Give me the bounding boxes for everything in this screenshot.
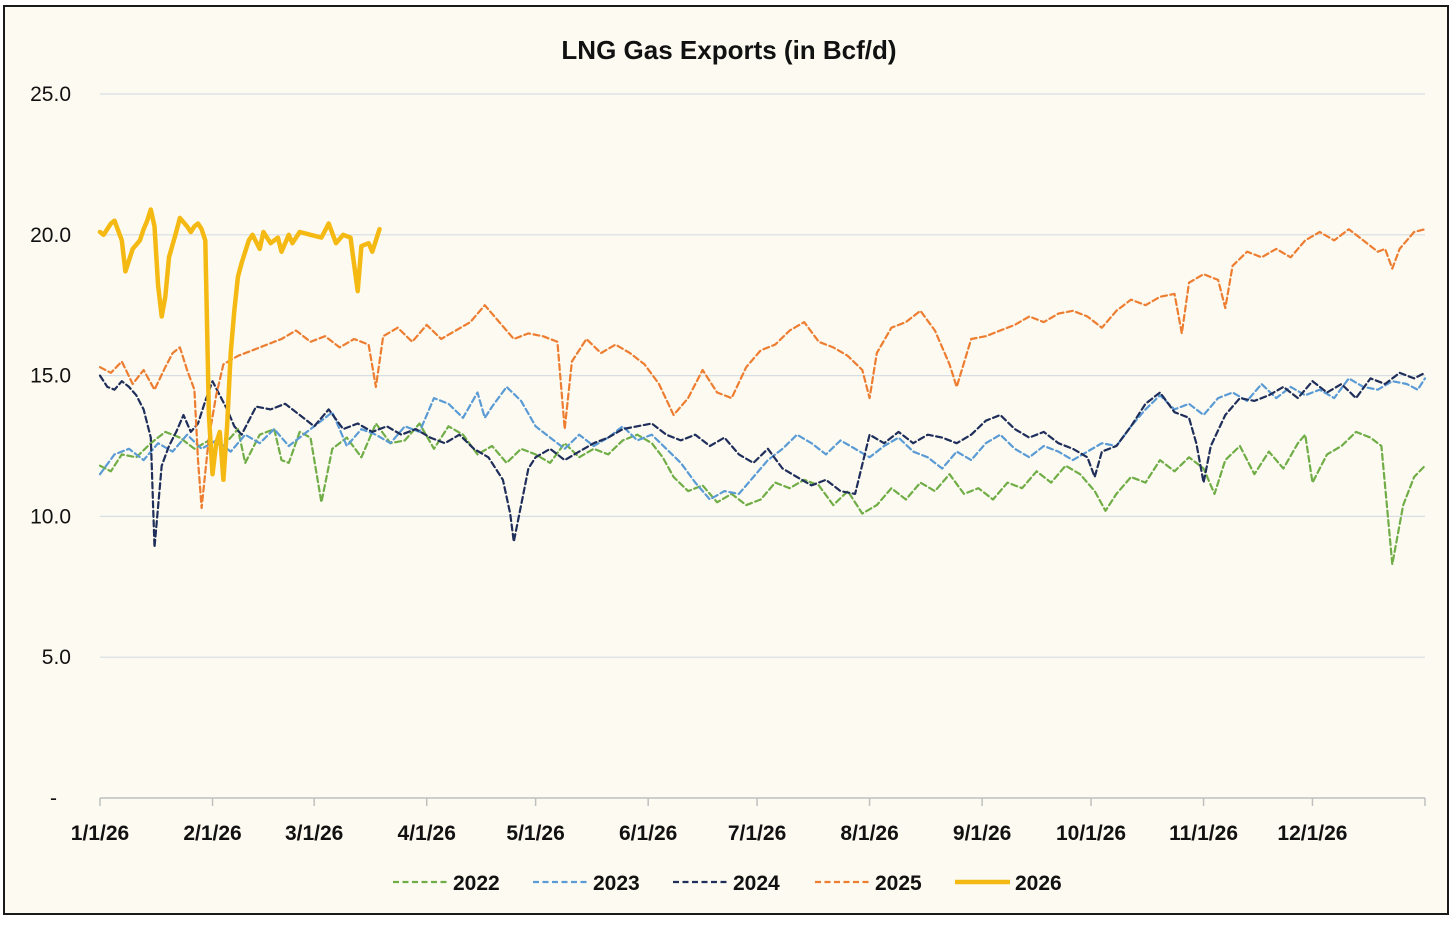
y-tick-label: - (50, 787, 57, 810)
y-tick-label: 5.0 (42, 646, 71, 669)
chart-frame: - 5.0 10.0 15.0 20.0 25.0 1/1/26 2/1/26 3/1/26 4/… (3, 5, 1449, 915)
series-line-2026 (97, 207, 382, 483)
series-line-2023 (98, 377, 1427, 501)
x-tick-label: 6/1/26 (619, 822, 677, 845)
tick-labels: - 5.0 10.0 15.0 20.0 25.0 1/1/26 2/1/26 3/1/26 4/… (30, 83, 1347, 845)
legend-label-2023: 2023 (593, 872, 640, 895)
x-tick-label: 4/1/26 (398, 822, 456, 845)
x-tick-label: 8/1/26 (840, 822, 898, 845)
y-tick-label: 15.0 (30, 365, 71, 388)
y-tick-label: 20.0 (30, 224, 71, 247)
legend-label-2022: 2022 (453, 872, 500, 895)
legend-label-2026: 2026 (1015, 872, 1062, 895)
series-line-2025 (98, 228, 1427, 510)
x-tick-label: 7/1/26 (728, 822, 786, 845)
legend-label-2025: 2025 (875, 872, 922, 895)
legend: 2022 2023 2024 2025 2026 (393, 872, 1062, 895)
x-tick-label: 10/1/26 (1056, 822, 1126, 845)
x-tick-label: 1/1/26 (71, 822, 129, 845)
x-tick-label: 12/1/26 (1277, 822, 1347, 845)
x-tick-label: 11/1/26 (1169, 822, 1238, 845)
y-tick-label: 10.0 (30, 505, 71, 528)
x-tick-label: 2/1/26 (183, 822, 241, 845)
series-line-2022 (98, 422, 1427, 566)
x-tick-label: 5/1/26 (506, 822, 564, 845)
legend-label-2024: 2024 (733, 872, 780, 895)
x-tick-label: 3/1/26 (285, 822, 343, 845)
chart-canvas: - 5.0 10.0 15.0 20.0 25.0 1/1/26 2/1/26 3/1/26 4/… (30, 35, 1427, 895)
chart-title: LNG Gas Exports (in Bcf/d) (561, 35, 896, 65)
gridlines (100, 93, 1425, 658)
x-tick-label: 9/1/26 (953, 822, 1011, 845)
x-axis (99, 797, 1426, 806)
series-lines (97, 207, 1427, 566)
y-tick-label: 25.0 (30, 83, 71, 106)
